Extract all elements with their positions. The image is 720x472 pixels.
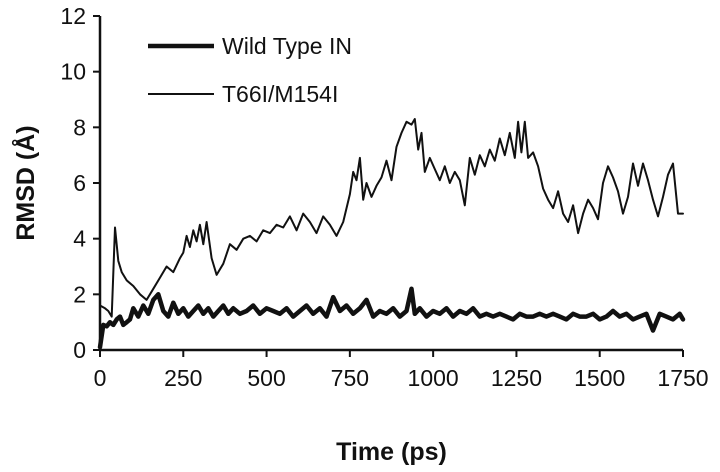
series-line-wild-type bbox=[97, 286, 686, 350]
x-tick-label: 1750 bbox=[657, 365, 708, 391]
x-tick-label: 750 bbox=[331, 365, 369, 391]
legend-label-wild-type: Wild Type IN bbox=[222, 33, 352, 59]
y-tick-label: 10 bbox=[60, 59, 86, 85]
y-tick-label: 8 bbox=[73, 114, 86, 140]
y-tick-label: 4 bbox=[73, 226, 86, 252]
y-tick-label: 6 bbox=[73, 170, 86, 196]
legend: Wild Type IN T66I/M154I bbox=[148, 33, 352, 107]
y-ticks: 0 2 4 6 8 10 12 bbox=[60, 3, 100, 363]
y-tick-label: 0 bbox=[73, 337, 86, 363]
legend-label-mutant: T66I/M154I bbox=[222, 81, 338, 107]
series-line-mutant bbox=[99, 118, 684, 318]
y-tick-label: 12 bbox=[60, 3, 86, 29]
x-tick-label: 1250 bbox=[491, 365, 542, 391]
series-layer bbox=[97, 118, 686, 350]
x-tick-label: 250 bbox=[164, 365, 202, 391]
y-tick-label: 2 bbox=[73, 281, 86, 307]
x-tick-label: 1000 bbox=[408, 365, 459, 391]
x-tick-label: 0 bbox=[94, 365, 107, 391]
axes-layer bbox=[98, 16, 683, 352]
x-tick-label: 500 bbox=[247, 365, 285, 391]
y-axis-title: RMSD (Å) bbox=[11, 125, 40, 240]
x-ticks: 0 250 500 750 1000 1250 1500 1750 bbox=[94, 350, 709, 391]
x-axis-title: Time (ps) bbox=[336, 438, 447, 466]
x-tick-label: 1500 bbox=[574, 365, 625, 391]
